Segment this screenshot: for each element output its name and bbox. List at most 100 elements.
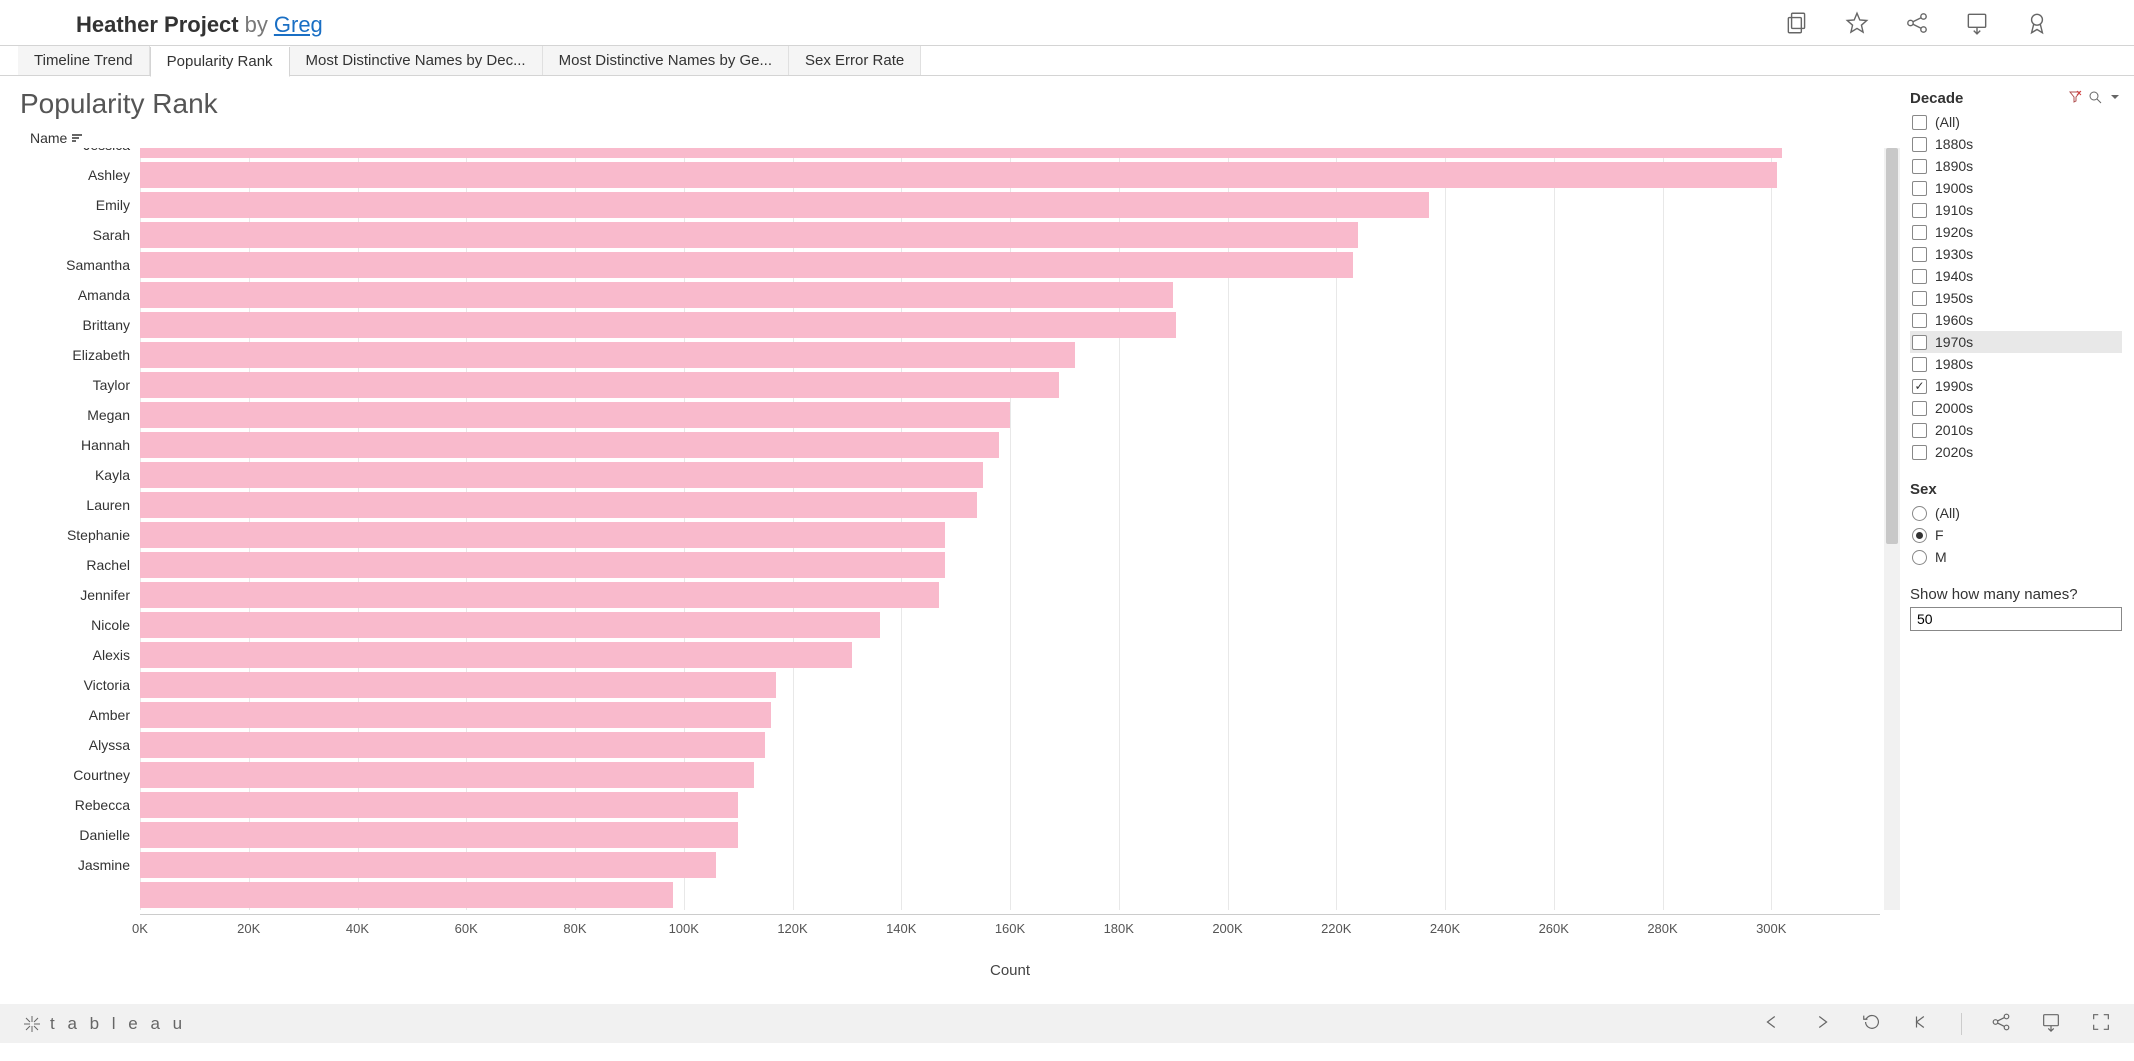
checkbox-icon[interactable] [1912, 225, 1927, 240]
decade-filter-list: (All)1880s1890s1900s1910s1920s1930s1940s… [1910, 111, 2122, 463]
decade-option[interactable]: 1980s [1910, 353, 2122, 375]
redo-icon[interactable] [1811, 1011, 1833, 1036]
download-footer-icon[interactable] [2040, 1011, 2062, 1036]
radio-icon[interactable] [1912, 506, 1927, 521]
checkbox-icon[interactable] [1912, 181, 1927, 196]
filter-menu-icon[interactable] [2108, 90, 2122, 107]
checkbox-icon[interactable] [1912, 203, 1927, 218]
bar[interactable] [140, 282, 1173, 308]
scrollbar-thumb[interactable] [1886, 148, 1898, 544]
param-input[interactable] [1910, 607, 2122, 631]
download-icon[interactable] [1964, 10, 1990, 39]
fullscreen-icon[interactable] [2090, 1011, 2112, 1036]
bar[interactable] [140, 702, 771, 728]
tab-most-distinctive-names-by-dec[interactable]: Most Distinctive Names by Dec... [290, 46, 543, 75]
bar[interactable] [140, 732, 765, 758]
decade-option[interactable]: 1900s [1910, 177, 2122, 199]
bar[interactable] [140, 402, 1010, 428]
decade-option[interactable]: 1910s [1910, 199, 2122, 221]
author-link[interactable]: Greg [274, 12, 323, 38]
share-icon[interactable] [1904, 10, 1930, 39]
clear-filter-icon[interactable] [2068, 90, 2082, 107]
checkbox-icon[interactable] [1912, 335, 1927, 350]
search-filter-icon[interactable] [2088, 90, 2102, 107]
share-footer-icon[interactable] [1990, 1011, 2012, 1036]
bar[interactable] [140, 552, 945, 578]
bar[interactable] [140, 642, 852, 668]
bar-row: Victoria [20, 670, 1880, 700]
decade-option[interactable]: 1940s [1910, 265, 2122, 287]
bar[interactable] [140, 612, 880, 638]
sort-descending-icon[interactable] [71, 132, 83, 144]
footer-separator [1961, 1013, 1962, 1035]
checkbox-icon[interactable] [1912, 357, 1927, 372]
bar[interactable] [140, 252, 1353, 278]
bar[interactable] [140, 192, 1429, 218]
bar[interactable] [140, 882, 673, 908]
checkbox-icon[interactable] [1912, 137, 1927, 152]
copy-icon[interactable] [1784, 10, 1810, 39]
decade-option[interactable]: 1890s [1910, 155, 2122, 177]
tab-sex-error-rate[interactable]: Sex Error Rate [789, 46, 921, 75]
bar-row: Ashley [20, 160, 1880, 190]
radio-icon[interactable] [1912, 528, 1927, 543]
decade-option[interactable]: 1930s [1910, 243, 2122, 265]
checkbox-icon[interactable] [1912, 291, 1927, 306]
bar[interactable] [140, 148, 1782, 158]
tableau-logo[interactable]: t a b l e a u [22, 1014, 186, 1034]
bar[interactable] [140, 432, 999, 458]
vertical-scrollbar[interactable] [1884, 148, 1900, 910]
decade-option[interactable]: 1950s [1910, 287, 2122, 309]
bar-row: Hannah [20, 430, 1880, 460]
sex-option[interactable]: M [1910, 546, 2122, 568]
bar[interactable] [140, 672, 776, 698]
replay-icon[interactable] [1861, 1011, 1883, 1036]
undo-icon[interactable] [1761, 1011, 1783, 1036]
bar[interactable] [140, 792, 738, 818]
decade-option[interactable]: 2010s [1910, 419, 2122, 441]
checkbox-icon[interactable] [1912, 247, 1927, 262]
decade-option[interactable]: ✓1990s [1910, 375, 2122, 397]
tab-popularity-rank[interactable]: Popularity Rank [150, 47, 290, 77]
checkbox-icon[interactable] [1912, 115, 1927, 130]
bar-label: Amanda [20, 287, 140, 303]
bar[interactable] [140, 522, 945, 548]
checkbox-icon[interactable]: ✓ [1912, 379, 1927, 394]
tab-timeline-trend[interactable]: Timeline Trend [18, 46, 150, 75]
decade-option[interactable]: 2000s [1910, 397, 2122, 419]
checkbox-icon[interactable] [1912, 423, 1927, 438]
decade-option-label: 2000s [1935, 400, 1973, 416]
decade-option[interactable]: 1960s [1910, 309, 2122, 331]
bar[interactable] [140, 492, 977, 518]
decade-option[interactable]: 2020s [1910, 441, 2122, 463]
decade-option[interactable]: 1920s [1910, 221, 2122, 243]
favorite-icon[interactable] [1844, 10, 1870, 39]
bar[interactable] [140, 852, 716, 878]
bar[interactable] [140, 222, 1358, 248]
checkbox-icon[interactable] [1912, 401, 1927, 416]
checkbox-icon[interactable] [1912, 313, 1927, 328]
sex-option[interactable]: F [1910, 524, 2122, 546]
bar[interactable] [140, 342, 1075, 368]
bar[interactable] [140, 162, 1777, 188]
bar[interactable] [140, 582, 939, 608]
sex-option[interactable]: (All) [1910, 502, 2122, 524]
bar-label: Alexis [20, 647, 140, 663]
tab-most-distinctive-names-by-ge[interactable]: Most Distinctive Names by Ge... [543, 46, 789, 75]
y-axis-label[interactable]: Name [30, 130, 1900, 146]
bar[interactable] [140, 462, 983, 488]
badge-icon[interactable] [2024, 10, 2050, 39]
radio-icon[interactable] [1912, 550, 1927, 565]
bar[interactable] [140, 822, 738, 848]
decade-option[interactable]: 1970s [1910, 331, 2122, 353]
bar[interactable] [140, 372, 1059, 398]
decade-option[interactable]: (All) [1910, 111, 2122, 133]
decade-option[interactable]: 1880s [1910, 133, 2122, 155]
bar[interactable] [140, 312, 1176, 338]
checkbox-icon[interactable] [1912, 445, 1927, 460]
checkbox-icon[interactable] [1912, 269, 1927, 284]
bar[interactable] [140, 762, 754, 788]
bar-row: Jennifer [20, 580, 1880, 610]
revert-icon[interactable] [1911, 1011, 1933, 1036]
checkbox-icon[interactable] [1912, 159, 1927, 174]
